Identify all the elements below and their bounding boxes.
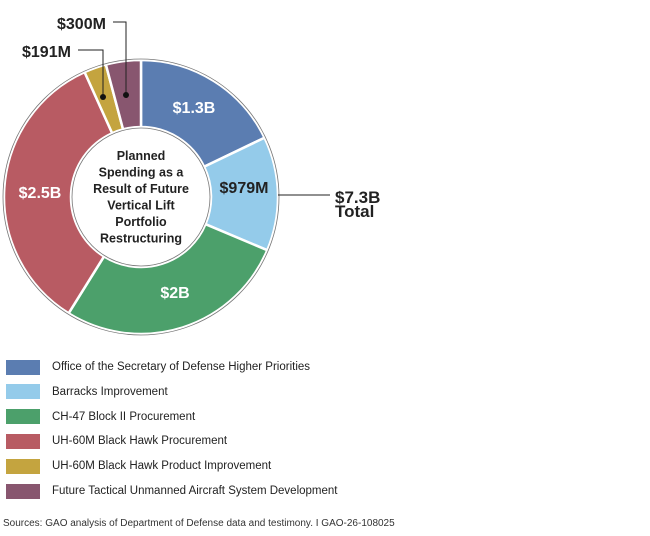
source-note: Sources: GAO analysis of Department of D… — [3, 518, 395, 529]
center-label-line: Restructuring — [100, 232, 182, 246]
slice-label-3: $2.5B — [19, 185, 62, 202]
total-value: $7.3B — [335, 188, 380, 207]
legend-item: UH-60M Black Hawk Procurement — [6, 433, 227, 449]
callout-line-4 — [78, 49, 104, 97]
legend-swatch — [6, 458, 40, 474]
callout-label-4: $191M — [22, 44, 71, 61]
outer-ring — [2, 58, 280, 336]
center-label-line: Spending as a — [99, 166, 185, 180]
center-label-line: Vertical Lift — [107, 199, 175, 213]
legend-item: Barracks Improvement — [6, 384, 168, 400]
legend-label: Office of the Secretary of Defense Highe… — [52, 361, 311, 373]
callout-line-5 — [113, 21, 127, 95]
center-label-line: Portfolio — [115, 215, 167, 229]
legend-swatch — [6, 384, 40, 400]
slice-label-1: $979M — [220, 180, 269, 197]
legend-label: Barracks Improvement — [52, 385, 168, 398]
inner-ring — [71, 127, 211, 267]
legend-item: Future Tactical Unmanned Aircraft System… — [6, 483, 338, 499]
callout-dot-5 — [123, 92, 129, 98]
total-word: Total — [335, 202, 374, 221]
center-label-line: Planned — [117, 149, 166, 163]
callout-dot-4 — [100, 94, 106, 100]
legend-label: CH-47 Block II Procurement — [52, 410, 196, 423]
legend-label: Future Tactical Unmanned Aircraft System… — [52, 485, 338, 497]
legend-swatch — [6, 433, 40, 449]
legend-label: UH-60M Black Hawk Procurement — [52, 435, 228, 448]
center-label-line: Result of Future — [93, 182, 189, 196]
callout-label-5: $300M — [57, 16, 106, 33]
slice-3 — [2, 70, 114, 316]
legend-label: UH-60M Black Hawk Product Improvement — [52, 460, 272, 473]
legend-swatch — [6, 409, 40, 425]
legend-swatch — [6, 483, 40, 499]
legend-item: UH-60M Black Hawk Product Improvement — [6, 458, 271, 474]
legend-item: Office of the Secretary of Defense Highe… — [6, 359, 310, 375]
slice-label-2: $2B — [160, 285, 189, 302]
slice-label-0: $1.3B — [173, 100, 216, 117]
legend-swatch — [6, 359, 40, 375]
slice-2 — [66, 222, 269, 336]
legend-item: CH-47 Block II Procurement — [6, 409, 195, 425]
